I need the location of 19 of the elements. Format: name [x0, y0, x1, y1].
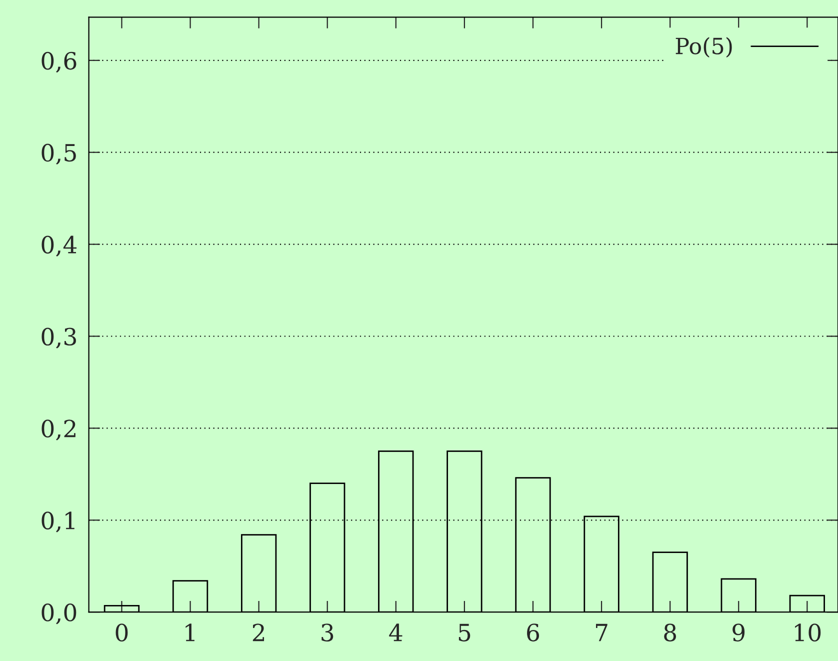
y-tick-label: 0,5 — [42, 144, 76, 165]
y-tick-label: 0,6 — [42, 52, 76, 73]
x-tick-label: 9 — [732, 624, 745, 642]
x-tick-label: 5 — [458, 624, 470, 642]
legend-label: Po(5) — [676, 37, 732, 58]
y-tick-label: 0,0 — [42, 604, 76, 624]
x-tick-label: 10 — [795, 624, 821, 642]
x-tick-label: 0 — [116, 624, 128, 642]
x-tick-label: 2 — [252, 624, 264, 642]
x-tick-label: 4 — [389, 624, 402, 642]
y-tick-label: 0,2 — [42, 420, 76, 440]
x-tick-label: 1 — [186, 624, 194, 642]
x-tick-label: 7 — [596, 624, 608, 642]
y-tick-label: 0,3 — [42, 328, 76, 348]
x-tick-label: 8 — [664, 624, 676, 642]
x-tick-label: 3 — [322, 624, 334, 642]
y-tick-label: 0,1 — [42, 512, 74, 532]
x-tick-label: 6 — [527, 624, 540, 642]
y-tick-label: 0,4 — [42, 236, 77, 256]
